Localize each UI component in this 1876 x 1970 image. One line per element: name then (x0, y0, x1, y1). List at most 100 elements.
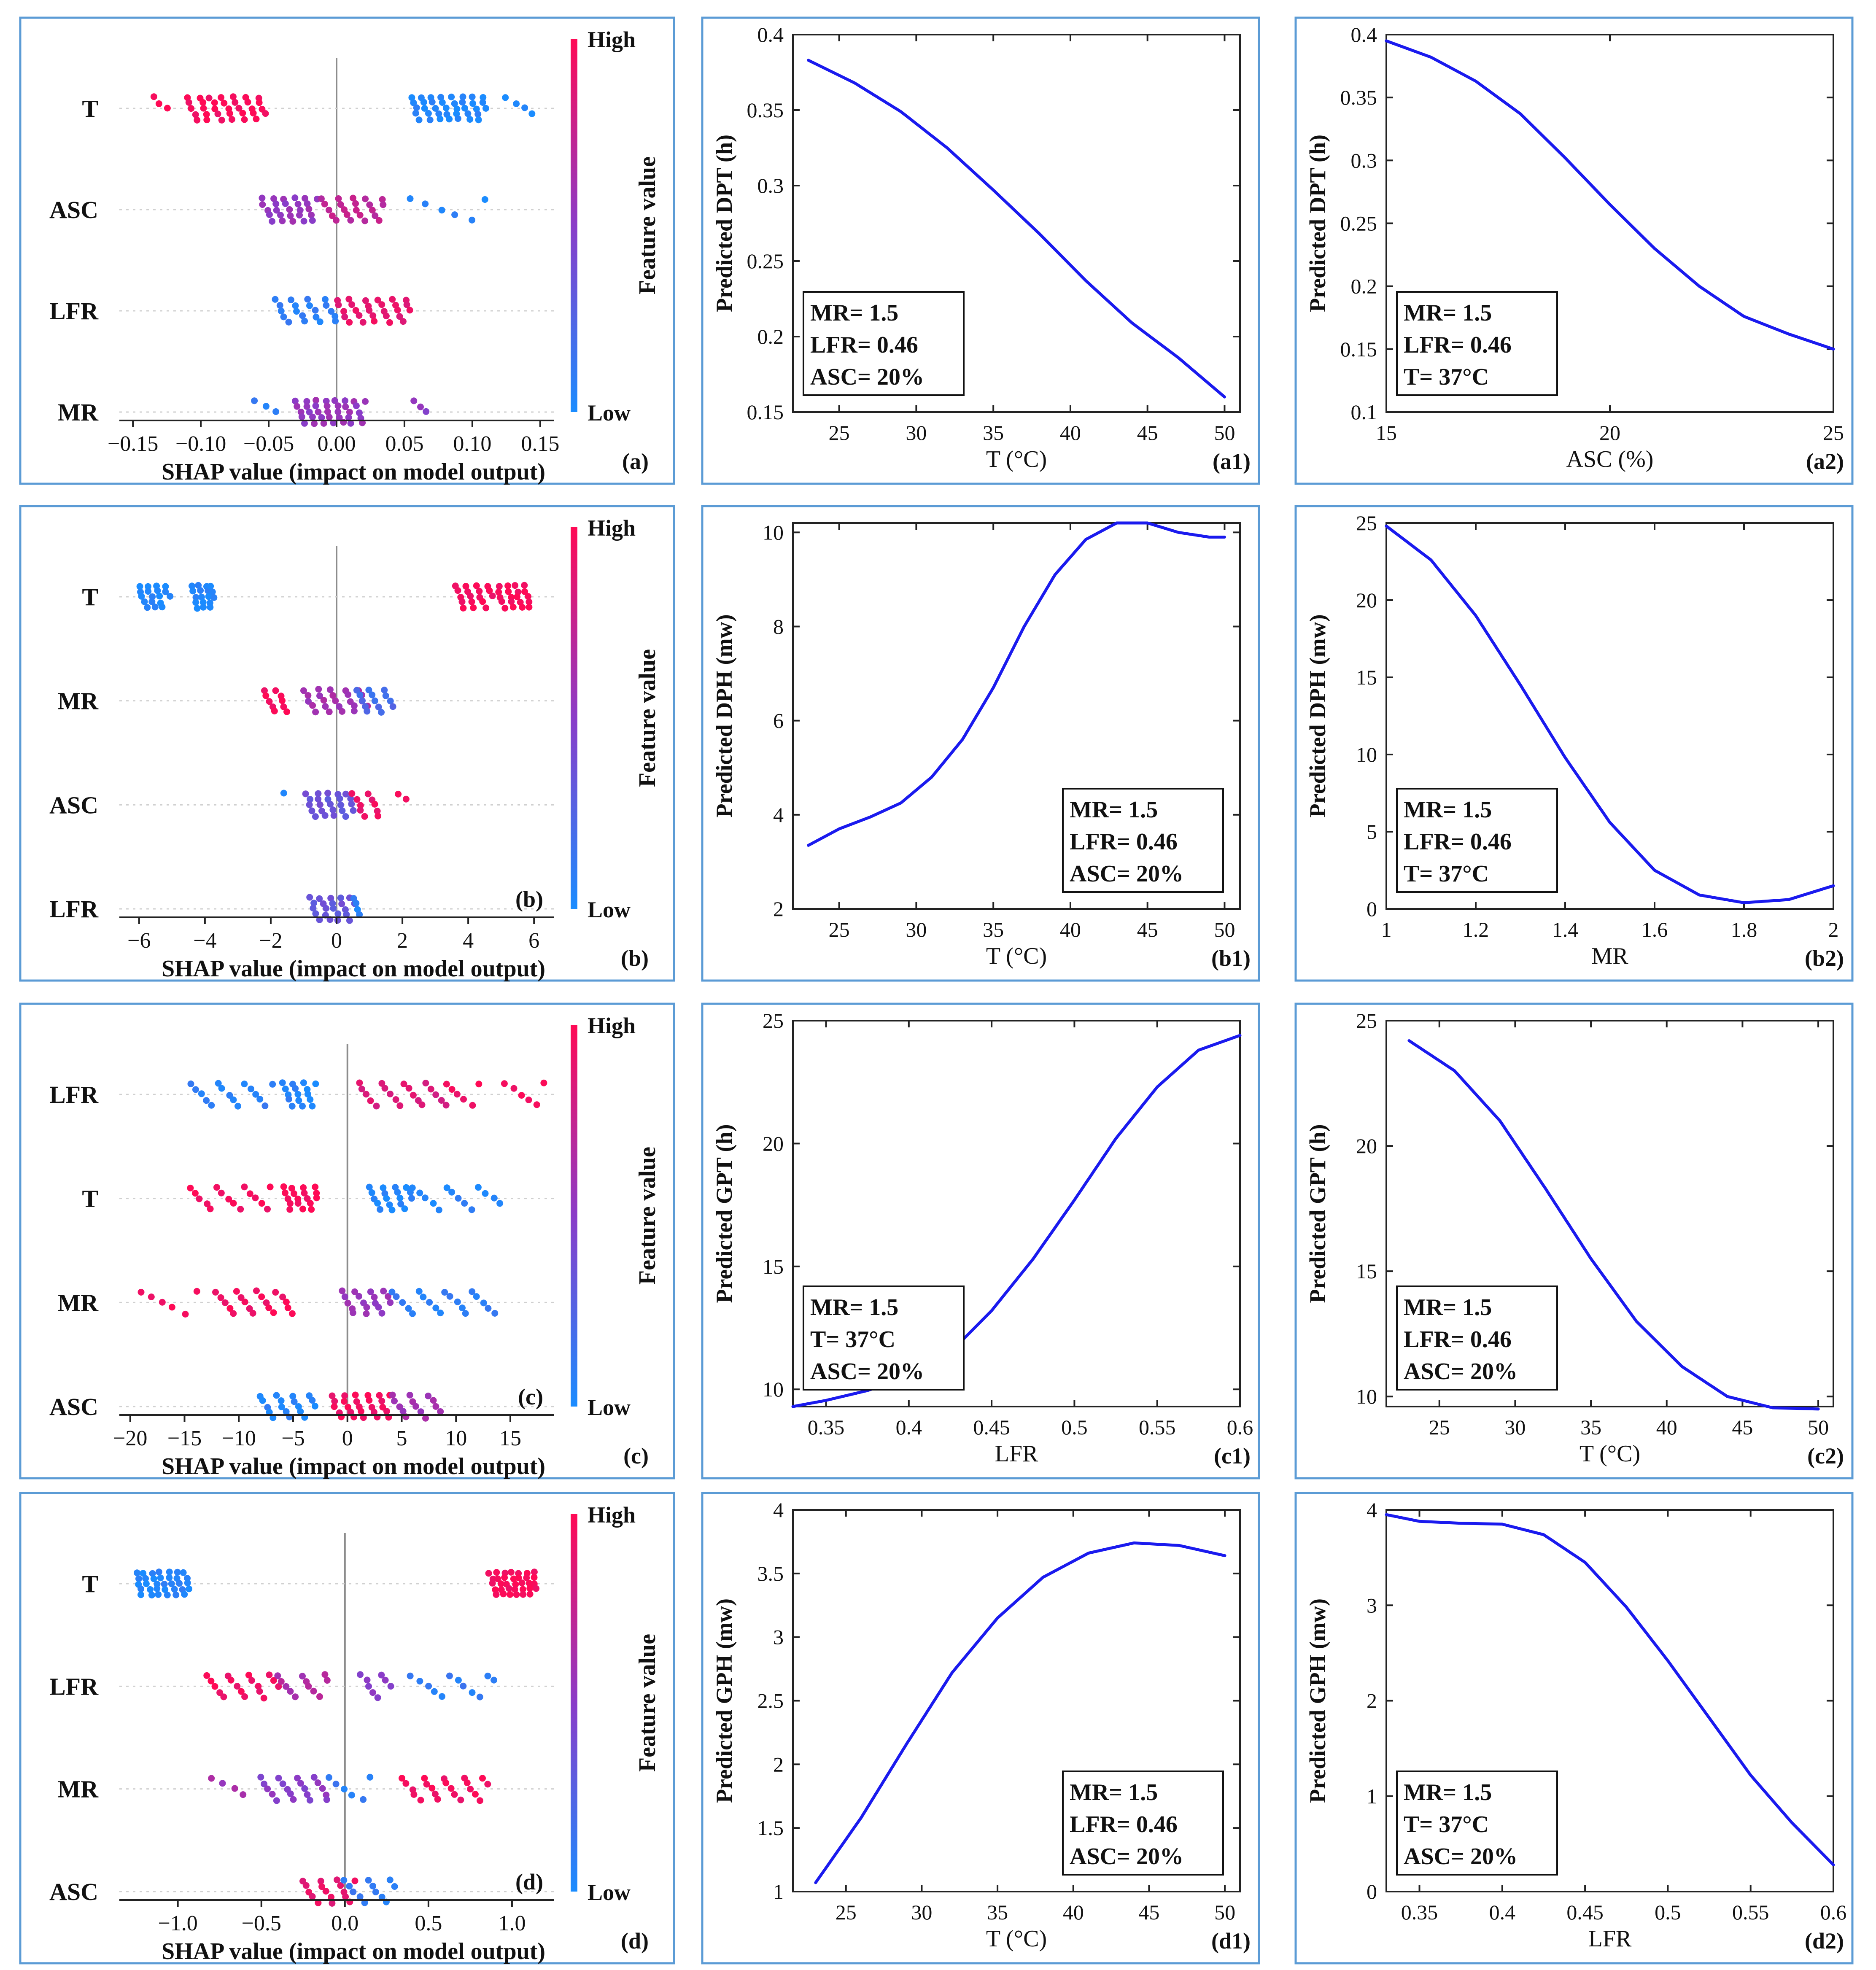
panel-a: T ASC LFR MR −0.15 −0.10 −0.05 0.00 0.05 0.10 0.15… (19, 16, 675, 485)
x-tick-label: −20 (113, 1426, 147, 1450)
shap-point (300, 218, 307, 225)
y-tick-label: 8 (773, 614, 784, 638)
y-tick-label: 3 (773, 1625, 784, 1649)
y-axis-title: Predicted DPT (h) (712, 135, 737, 312)
y-tick-label: 0.25 (1340, 212, 1377, 235)
shap-point (259, 1397, 266, 1404)
shap-point (356, 1893, 364, 1900)
shap-point (329, 212, 336, 219)
shap-point (323, 1796, 330, 1803)
x-tick-label: −0.15 (108, 432, 158, 456)
y-tick-label: 25 (763, 1009, 784, 1032)
shap-point (366, 307, 373, 314)
shap-point (280, 313, 287, 321)
shap-point (329, 1900, 336, 1907)
shap-point (432, 1091, 439, 1098)
shap-point (148, 1294, 155, 1300)
shap-point (272, 408, 280, 415)
y-tick-label: 5 (1367, 820, 1377, 844)
x-tick-label: −4 (193, 929, 216, 953)
shap-point (366, 1183, 373, 1191)
shap-point (305, 205, 313, 213)
shap-point (266, 1671, 273, 1679)
shap-point (291, 1398, 298, 1405)
x-tick-label: 0.35 (1401, 1900, 1438, 1924)
shap-point (430, 1200, 437, 1207)
shap-point (299, 1673, 306, 1680)
x-tick-label: 50 (1214, 918, 1235, 941)
shap-point (473, 105, 480, 113)
feature-label: ASC (49, 791, 98, 819)
shap-point (323, 302, 330, 309)
shap-point (365, 687, 372, 693)
shap-point (417, 403, 424, 410)
shap-point (273, 1797, 280, 1804)
shap-point (251, 397, 258, 404)
panel-label: (c) (623, 1443, 649, 1469)
shap-point (460, 1096, 467, 1103)
shap-point (467, 1786, 474, 1792)
shap-point (200, 604, 207, 611)
shap-point (442, 105, 450, 111)
shap-point (306, 1797, 313, 1804)
shap-point (302, 195, 308, 202)
shap-point (372, 212, 379, 219)
shap-point (303, 403, 310, 410)
inner-panel-label: (d) (515, 1869, 543, 1895)
shap-point (473, 582, 480, 589)
shap-point (294, 201, 302, 208)
shap-point (337, 895, 344, 901)
shap-point (387, 1090, 394, 1097)
shap-point (195, 582, 202, 589)
shap-point (221, 100, 228, 107)
colorbar-low-label: Low (588, 400, 631, 426)
shap-point (446, 1293, 453, 1300)
shap-point (218, 94, 225, 101)
shap-point (521, 588, 528, 595)
x-tick-label: 25 (829, 421, 850, 445)
y-tick-label: 0.25 (747, 249, 784, 273)
shap-point (346, 409, 353, 416)
colorbar-low-label: Low (588, 897, 631, 922)
shap-point (150, 1575, 157, 1582)
legend-entry: MR= 1.5 (810, 1294, 898, 1321)
x-axis-title: MR (1591, 943, 1628, 969)
shap-point (386, 1876, 394, 1884)
shap-point (416, 1678, 423, 1685)
shap-point (305, 692, 312, 699)
shap-point (367, 1097, 374, 1104)
shap-point (344, 1299, 351, 1307)
shap-point (410, 99, 417, 106)
x-tick-label: −5 (281, 1426, 305, 1450)
shap-point (469, 1102, 476, 1109)
shap-point (511, 1586, 518, 1593)
x-tick-label: 0.5 (1655, 1900, 1681, 1924)
shap-point (319, 1785, 326, 1792)
feature-label: MR (57, 1776, 99, 1803)
shap-point (383, 1195, 390, 1202)
shap-point (309, 702, 316, 709)
shap-point (502, 94, 509, 101)
shap-point (455, 1676, 462, 1684)
shap-point (368, 1189, 375, 1196)
shap-point (208, 1677, 215, 1684)
shap-point (418, 1101, 426, 1108)
shap-point (453, 1091, 461, 1098)
shap-point (475, 116, 482, 124)
shap-point (330, 905, 337, 912)
shap-point (526, 1590, 534, 1598)
legend-box (1062, 1771, 1224, 1876)
shap-point (258, 1200, 265, 1207)
legend-entry: T= 37°C (810, 1326, 895, 1353)
shap-point (259, 201, 266, 208)
shap-point (407, 1672, 414, 1679)
shap-point (426, 1299, 433, 1306)
shap-point (323, 402, 331, 410)
y-tick-label: 2 (1367, 1689, 1377, 1713)
shap-point (356, 409, 363, 416)
shap-point (312, 1080, 319, 1087)
shap-point (310, 905, 317, 912)
shap-point (304, 1791, 311, 1798)
shap-point (193, 1288, 200, 1295)
shap-point (334, 402, 342, 410)
